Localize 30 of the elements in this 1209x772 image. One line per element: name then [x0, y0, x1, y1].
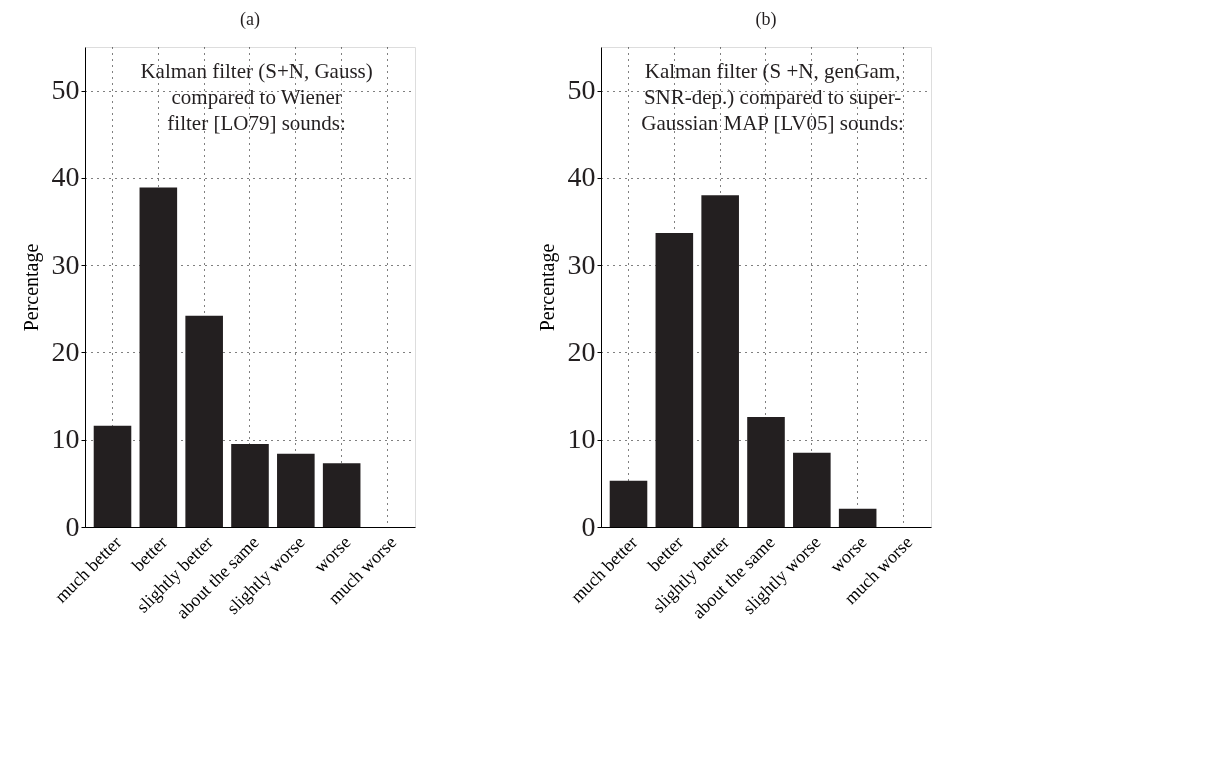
annotation: Kalman filter (S+N, Gauss) compared to Wiener filter [LO79] sounds: [140, 59, 373, 135]
bar [93, 425, 132, 527]
y-tick-label: 20 [567, 335, 596, 367]
bar [747, 417, 785, 527]
y-tick-label: 0 [581, 510, 596, 542]
y-tick-label: 30 [567, 248, 596, 280]
bar [838, 508, 877, 527]
y-tick-label: 10 [567, 423, 596, 455]
y-tick-label: 0 [65, 510, 80, 542]
bar [609, 480, 648, 527]
bar [185, 315, 223, 527]
y-tick-label: 30 [51, 248, 80, 280]
y-tick-label: 10 [51, 423, 80, 455]
bar [655, 232, 694, 527]
y-axis-title: Percentage [535, 243, 559, 332]
y-tick-label: 50 [567, 74, 596, 106]
bar [322, 463, 361, 527]
bar [231, 444, 269, 527]
y-axis-title: Percentage [19, 243, 43, 332]
bar [701, 195, 739, 527]
chart-title: (a) [240, 9, 260, 30]
chart-title: (b) [755, 9, 777, 30]
bar [139, 187, 178, 527]
annotation: Kalman filter (S +N, genGam, SNR-dep.) compared to super- Gaussian MAP [LV05] sounds: [641, 59, 904, 135]
y-tick-label: 40 [567, 161, 596, 193]
y-tick-label: 20 [51, 335, 80, 367]
bar [793, 452, 831, 527]
y-tick-label: 40 [51, 161, 80, 193]
bar [277, 453, 315, 527]
y-tick-label: 50 [51, 74, 80, 106]
